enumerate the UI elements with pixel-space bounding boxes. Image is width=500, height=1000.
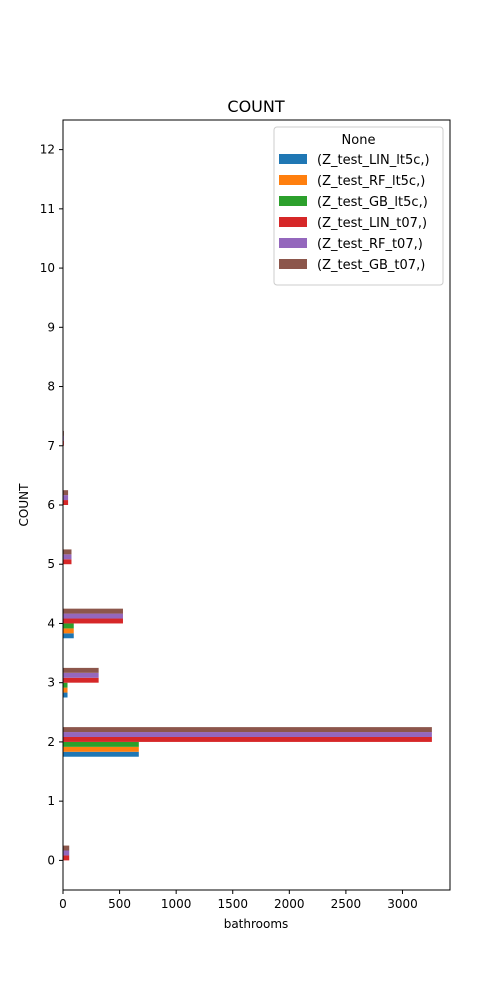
y-tick-label: 12 (40, 143, 55, 157)
bar (63, 672, 99, 678)
bar (63, 495, 69, 501)
legend-label: (Z_test_RF_lt5c,) (317, 174, 425, 189)
x-tick-label: 500 (108, 897, 131, 911)
legend-swatch (279, 196, 307, 206)
legend-swatch (279, 238, 307, 248)
bar (63, 490, 69, 496)
bar (63, 549, 72, 555)
y-tick-label: 5 (47, 557, 55, 571)
y-tick-label: 7 (47, 439, 55, 453)
y-tick-label: 1 (47, 794, 55, 808)
x-tick-label: 3000 (387, 897, 418, 911)
y-tick-label: 6 (47, 498, 55, 512)
legend-label: (Z_test_GB_lt5c,) (317, 195, 428, 210)
y-tick-label: 11 (40, 202, 55, 216)
legend-label: (Z_test_GB_t07,) (317, 258, 425, 273)
legend-title: None (342, 133, 376, 148)
legend-label: (Z_test_LIN_t07,) (317, 216, 427, 231)
bar (63, 554, 72, 560)
bar (63, 687, 68, 693)
y-axis-label: COUNT (17, 483, 31, 527)
bar (63, 736, 432, 742)
x-tick-label: 1500 (217, 897, 248, 911)
bar (63, 751, 139, 757)
bar (63, 741, 139, 747)
bar (63, 608, 123, 614)
x-tick-label: 2000 (274, 897, 305, 911)
x-axis-label: bathrooms (224, 917, 289, 931)
y-tick-label: 4 (47, 616, 55, 630)
bar (63, 623, 74, 629)
legend-swatch (279, 154, 307, 164)
bar (63, 618, 123, 624)
y-tick-label: 9 (47, 320, 55, 334)
x-tick-label: 0 (59, 897, 67, 911)
y-tick-label: 3 (47, 676, 55, 690)
bar (63, 613, 123, 619)
bar (63, 855, 70, 861)
y-tick-label: 10 (40, 261, 55, 275)
bar (63, 667, 99, 673)
bar (63, 850, 70, 856)
legend-swatch (279, 175, 307, 185)
bar (63, 732, 432, 737)
bar (63, 727, 432, 733)
bar (63, 559, 72, 565)
bar (63, 500, 69, 505)
bar (63, 746, 139, 752)
bar (63, 677, 99, 683)
y-tick-label: 8 (47, 380, 55, 394)
x-tick-label: 1000 (161, 897, 192, 911)
y-tick-label: 0 (47, 853, 55, 867)
bar (63, 633, 74, 639)
bar (63, 692, 68, 698)
bar (63, 845, 70, 851)
bar (63, 682, 68, 688)
bar (63, 628, 74, 634)
legend-label: (Z_test_LIN_lt5c,) (317, 153, 430, 168)
x-tick-label: 2500 (331, 897, 362, 911)
legend: None (Z_test_LIN_lt5c,) (Z_test_RF_lt5c,) (… (273, 126, 444, 286)
legend-swatch (279, 259, 307, 269)
x-axis: 0 500 1000 1500 2000 2500 3000 (59, 890, 418, 911)
chart-title: COUNT (227, 97, 284, 116)
legend-swatch (279, 217, 307, 227)
legend-box (273, 126, 444, 286)
y-tick-label: 2 (47, 735, 55, 749)
legend-label: (Z_test_RF_t07,) (317, 237, 423, 252)
